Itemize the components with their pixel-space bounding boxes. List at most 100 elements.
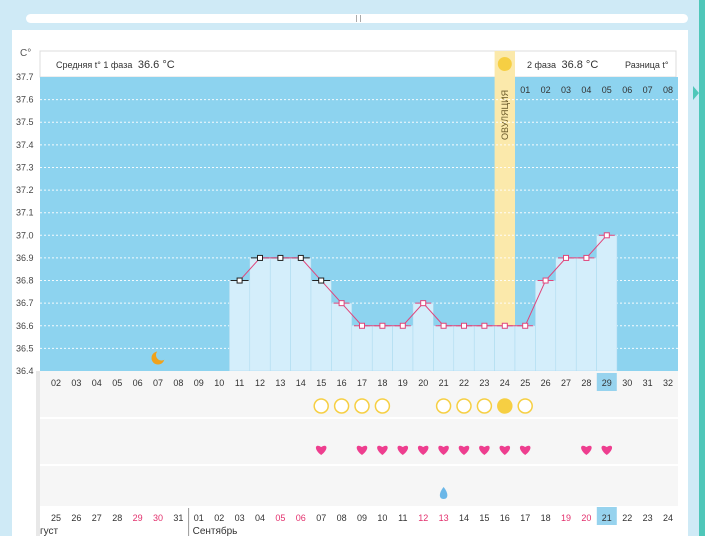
side-tab[interactable] [699, 0, 705, 536]
temp-bar[interactable] [229, 280, 251, 372]
cycle-day-label[interactable]: 02 [51, 378, 61, 388]
heart-icon[interactable] [499, 445, 511, 455]
cycle-day-label[interactable]: 29 [602, 378, 612, 388]
date-label[interactable]: 21 [602, 513, 612, 523]
heart-icon[interactable] [601, 445, 613, 455]
temp-point[interactable] [277, 254, 284, 261]
circle-icon[interactable] [333, 398, 350, 414]
temp-bar[interactable] [310, 280, 332, 372]
temp-bar[interactable] [331, 302, 353, 372]
circle-icon[interactable] [374, 398, 391, 414]
temp-point[interactable] [440, 322, 447, 329]
date-label[interactable]: 16 [500, 513, 510, 523]
cycle-day-label[interactable]: 03 [71, 378, 81, 388]
expand-arrow-icon[interactable] [693, 86, 699, 100]
date-label[interactable]: 17 [520, 513, 530, 523]
temp-point[interactable] [522, 322, 529, 329]
temp-bar[interactable] [453, 325, 475, 372]
temp-point[interactable] [461, 322, 467, 329]
date-label[interactable]: 15 [479, 513, 489, 523]
cycle-day-label[interactable]: 06 [133, 378, 143, 388]
heart-icon[interactable] [438, 445, 449, 455]
cycle-day-label[interactable]: 12 [255, 378, 265, 388]
date-label[interactable]: 13 [439, 513, 449, 523]
cycle-day-label[interactable]: 08 [173, 378, 183, 388]
temp-bar[interactable] [371, 325, 393, 372]
scroll-grip-icon[interactable] [356, 15, 361, 22]
date-label[interactable]: 23 [643, 513, 653, 523]
temp-point[interactable] [481, 322, 488, 329]
heart-icon[interactable] [479, 445, 490, 455]
date-label[interactable]: 07 [316, 513, 326, 523]
date-label[interactable]: 29 [133, 513, 143, 523]
temp-bar[interactable] [351, 325, 373, 372]
cycle-day-label[interactable]: 10 [214, 378, 224, 388]
date-label[interactable]: 05 [275, 513, 285, 523]
cycle-day-label[interactable]: 22 [459, 378, 469, 388]
temp-point[interactable] [318, 277, 325, 284]
temp-point[interactable] [542, 277, 549, 284]
cycle-day-label[interactable]: 18 [377, 378, 387, 388]
temp-point[interactable] [359, 322, 365, 329]
temp-bar[interactable] [290, 257, 312, 372]
date-label[interactable]: 22 [622, 513, 632, 523]
temp-point[interactable] [297, 254, 304, 261]
cycle-day-label[interactable]: 04 [92, 378, 102, 388]
cycle-day-label[interactable]: 21 [439, 378, 449, 388]
date-label[interactable]: 24 [663, 513, 673, 523]
drop-icon[interactable] [439, 487, 448, 499]
date-label[interactable]: 14 [459, 513, 469, 523]
temp-point[interactable] [603, 232, 610, 239]
temp-point[interactable] [501, 322, 508, 329]
cycle-day-label[interactable]: 19 [398, 378, 408, 388]
cycle-day-label[interactable]: 23 [479, 378, 489, 388]
circle-icon[interactable] [476, 398, 493, 414]
heart-icon[interactable] [315, 445, 327, 455]
cycle-day-label[interactable]: 16 [337, 378, 347, 388]
temp-bar[interactable] [514, 325, 536, 372]
date-label[interactable]: 04 [255, 513, 265, 523]
heart-icon[interactable] [519, 445, 531, 455]
date-label[interactable]: 19 [561, 513, 571, 523]
cycle-day-label[interactable]: 32 [663, 378, 673, 388]
temp-point[interactable] [583, 254, 590, 261]
filled-circle-icon[interactable] [497, 398, 513, 414]
circle-icon[interactable] [517, 398, 533, 414]
date-label[interactable]: 12 [418, 513, 428, 523]
temp-bar[interactable] [575, 257, 597, 372]
cycle-day-label[interactable]: 14 [296, 378, 306, 388]
temp-bar[interactable] [494, 325, 516, 372]
date-label[interactable]: 06 [296, 513, 306, 523]
cycle-day-label[interactable]: 20 [418, 378, 428, 388]
heart-icon[interactable] [356, 445, 368, 455]
cycle-day-label[interactable]: 25 [520, 378, 530, 388]
cycle-day-label[interactable]: 30 [622, 378, 632, 388]
cycle-day-label[interactable]: 28 [581, 378, 591, 388]
cycle-day-label[interactable]: 17 [357, 378, 367, 388]
date-label[interactable]: 03 [235, 513, 245, 523]
circle-icon[interactable] [354, 398, 370, 414]
date-label[interactable]: 20 [581, 513, 591, 523]
temp-bar[interactable] [535, 280, 557, 372]
temp-bar[interactable] [412, 302, 434, 372]
date-label[interactable]: 26 [71, 513, 81, 523]
temp-bar[interactable] [392, 325, 414, 372]
temp-point[interactable] [420, 300, 427, 307]
temp-bar[interactable] [249, 257, 271, 372]
cycle-day-label[interactable]: 31 [643, 378, 653, 388]
circle-icon[interactable] [456, 398, 472, 414]
temp-point[interactable] [399, 322, 406, 329]
circle-icon[interactable] [435, 398, 452, 414]
temp-bar[interactable] [433, 325, 455, 372]
heart-icon[interactable] [458, 445, 470, 455]
date-label[interactable]: 18 [541, 513, 551, 523]
date-label[interactable]: 27 [92, 513, 102, 523]
cycle-day-label[interactable]: 07 [153, 378, 163, 388]
temp-bar[interactable] [555, 257, 577, 372]
date-label[interactable]: 01 [194, 513, 204, 523]
temp-point[interactable] [338, 300, 345, 307]
circle-icon[interactable] [313, 398, 329, 414]
date-label[interactable]: 30 [153, 513, 163, 523]
temp-point[interactable] [379, 322, 386, 329]
cycle-day-label[interactable]: 24 [500, 378, 510, 388]
